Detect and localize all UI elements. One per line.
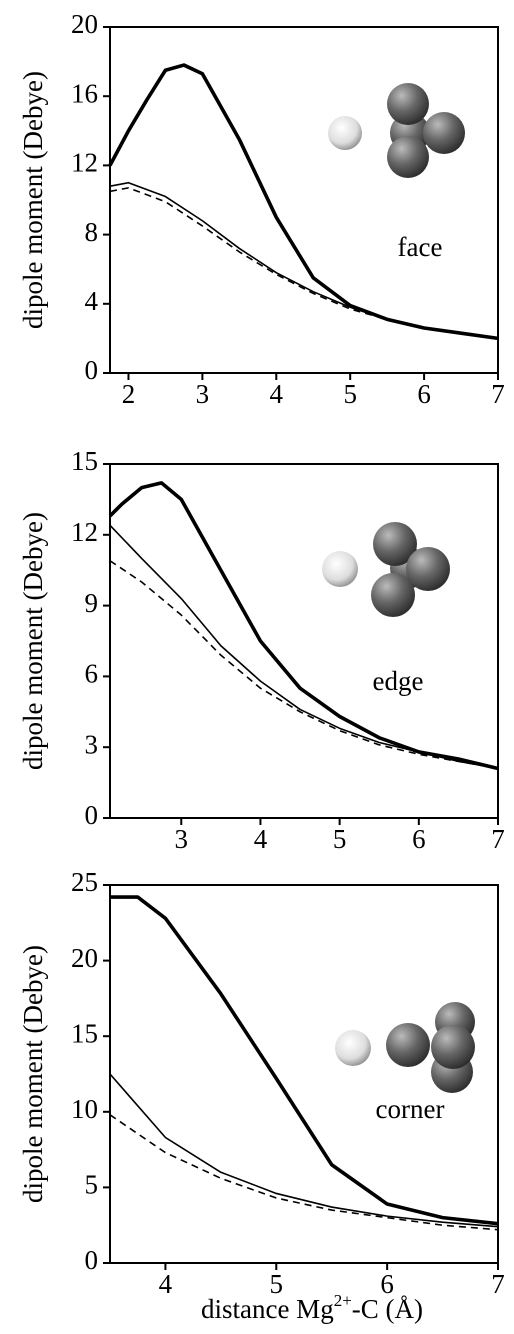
x-tick-label: 4 [159,1269,173,1299]
series-line [109,1114,499,1231]
x-tick-label: 7 [491,379,505,409]
y-tick-label: 12 [71,148,98,178]
annotation: face [398,232,443,262]
x-tick-label: 4 [270,379,284,409]
x-axis-label-end: -C (Å) [352,1294,423,1324]
y-tick-label: 0 [85,800,99,830]
y-tick-label: 16 [71,78,98,108]
y-tick-label: 20 [71,943,98,973]
y-tick-label: 20 [71,9,98,39]
molecule-edge [322,522,450,617]
x-tick-label: 2 [122,379,136,409]
x-axis-label-text: distance Mg [201,1294,334,1324]
y-tick-label: 10 [71,1094,98,1124]
x-tick-label: 3 [196,379,210,409]
x-tick-label: 6 [412,824,426,854]
y-tick-label: 25 [71,867,98,897]
y-axis-label: dipole moment (Debye) [18,512,48,770]
y-tick-label: 9 [85,588,99,618]
x-tick-label: 6 [380,1269,394,1299]
x-tick-label: 6 [417,379,431,409]
x-tick-label: 5 [333,824,347,854]
x-tick-label: 5 [270,1269,284,1299]
x-axis-label: distance Mg2+-C (Å) [201,1291,423,1324]
y-tick-label: 5 [85,1170,99,1200]
series-line [109,187,499,340]
y-tick-label: 12 [71,517,98,547]
y-axis-label: dipole moment (Debye) [18,71,48,329]
x-tick-label: 7 [491,1269,505,1299]
y-tick-label: 4 [85,286,99,316]
y-tick-label: 0 [85,1245,99,1275]
y-tick-label: 15 [71,446,98,476]
molecule-face [328,83,465,178]
annotation: corner [376,1094,445,1124]
y-tick-label: 3 [85,729,99,759]
y-tick-label: 15 [71,1018,98,1048]
plot-frame [109,463,499,819]
series-line [108,481,499,771]
series-line [110,895,499,1226]
series-line [109,181,499,340]
molecule-corner [335,1002,475,1093]
annotation: edge [373,666,424,696]
x-axis-label-sup: 2+ [334,1291,352,1310]
series-line [108,63,499,341]
y-axis-label: dipole moment (Debye) [18,945,48,1203]
x-tick-label: 4 [254,824,268,854]
series-line [109,1073,499,1228]
series-line [109,560,499,770]
x-tick-label: 7 [491,824,505,854]
y-tick-label: 0 [85,355,99,385]
series-line [109,524,499,770]
x-tick-label: 5 [343,379,357,409]
y-tick-label: 6 [85,659,99,689]
plot-frame [109,26,499,374]
x-tick-label: 3 [175,824,189,854]
y-tick-label: 8 [85,217,99,247]
